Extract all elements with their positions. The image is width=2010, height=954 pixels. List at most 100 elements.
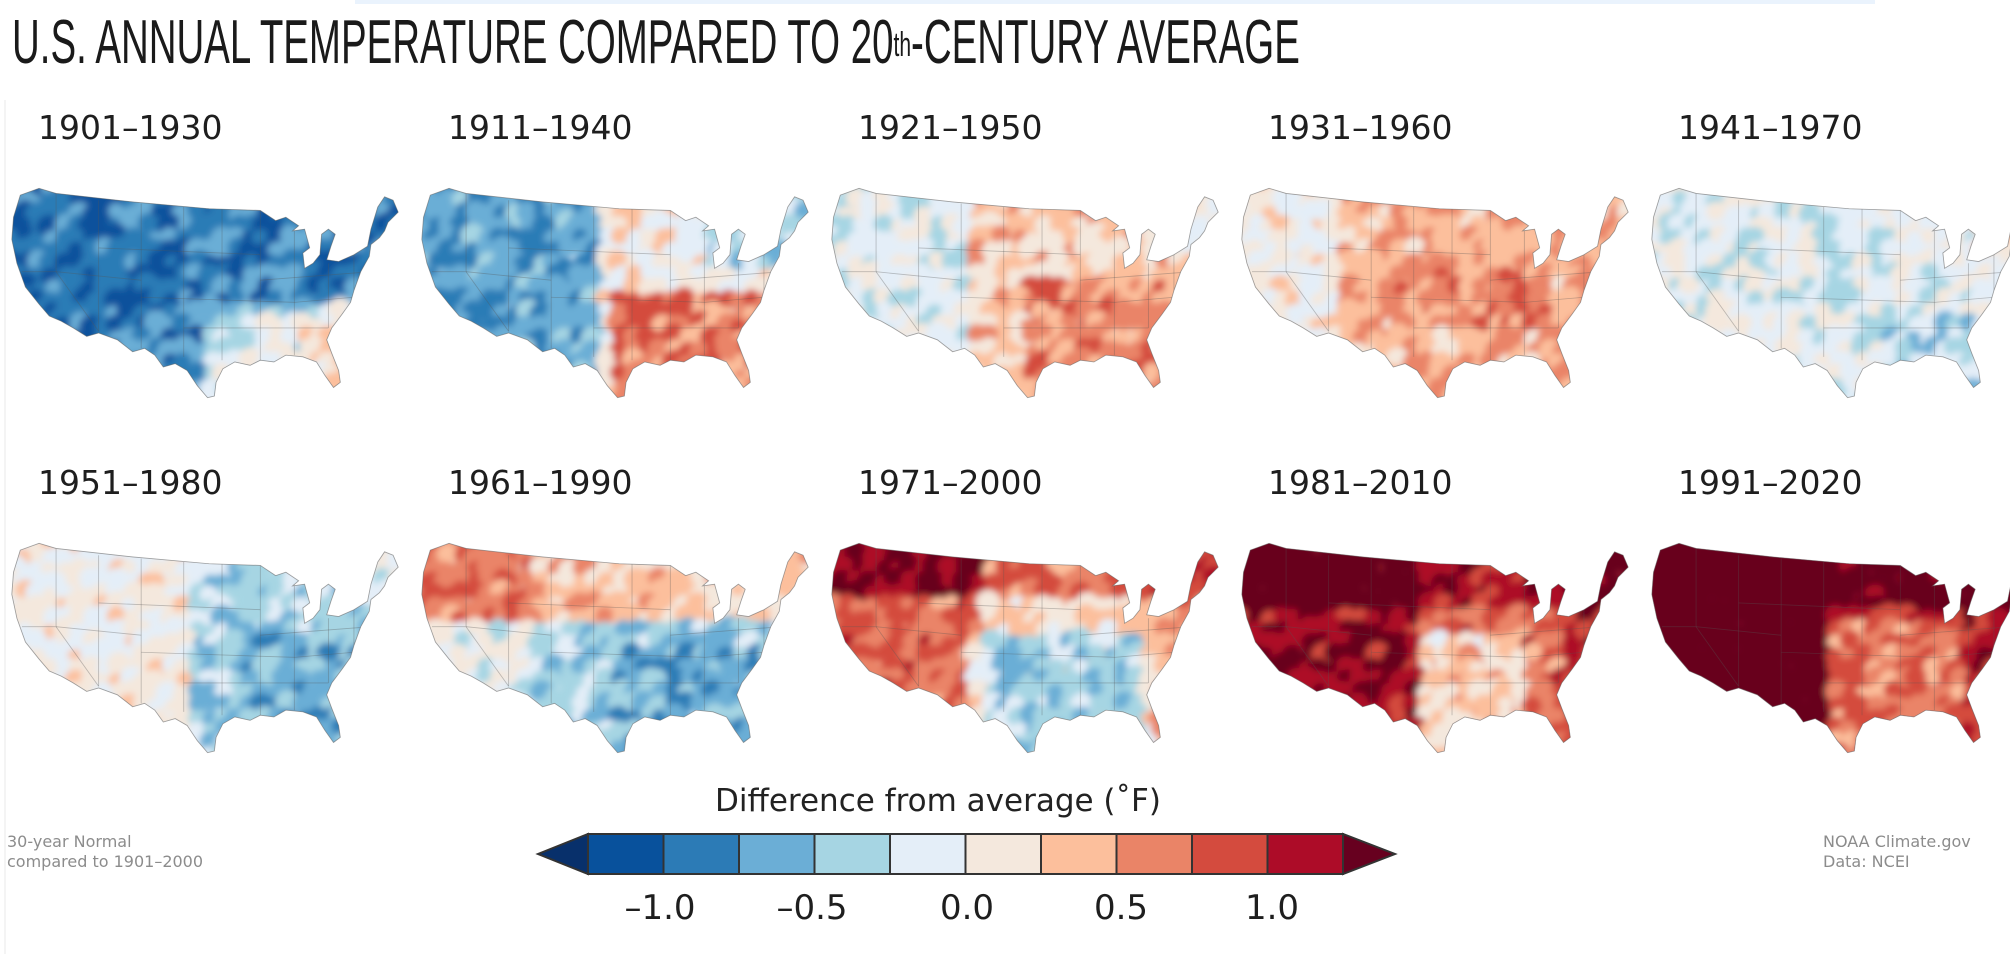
anomaly-cell: [1989, 299, 2010, 321]
anomaly-cell: [1705, 375, 1732, 398]
anomaly-cell: [58, 391, 74, 398]
anomaly-cell: [373, 645, 394, 666]
anomaly-cell: [1691, 337, 1713, 359]
anomaly-cell: [65, 731, 88, 753]
anomaly-cell: [940, 350, 958, 368]
anomaly-cell: [595, 188, 616, 209]
anomaly-cell: [1123, 716, 1145, 739]
anomaly-cell: [966, 679, 988, 700]
anomaly-cell: [2003, 218, 2010, 237]
anomaly-cell: [716, 188, 732, 196]
anomaly-cell: [792, 605, 809, 628]
anomaly-cell: [913, 733, 937, 753]
anomaly-cell: [1169, 374, 1189, 394]
anomaly-cell: [307, 566, 330, 588]
anomaly-cell: [49, 337, 75, 363]
anomaly-cell: [831, 354, 844, 372]
anomaly-cell: [1255, 329, 1279, 352]
anomaly-cell: [1994, 202, 2010, 228]
anomaly-cell: [1577, 554, 1601, 578]
anomaly-cell: [428, 387, 447, 398]
anomaly-cell: [1662, 377, 1688, 398]
anomaly-cell: [1615, 585, 1629, 601]
anomaly-cell: [119, 390, 144, 398]
state-border: [918, 602, 1081, 611]
anomaly-cell: [1775, 188, 1798, 197]
anomaly-cell: [1063, 544, 1081, 562]
anomaly-cell: [294, 555, 318, 579]
anomaly-cell: [1388, 188, 1412, 201]
anomaly-cell: [1046, 543, 1073, 558]
anomaly-cell: [1243, 658, 1263, 679]
anomaly-cell: [1539, 188, 1557, 195]
anomaly-cell: [1193, 239, 1219, 265]
anomaly-cell: [1072, 190, 1095, 213]
anomaly-cell: [291, 543, 316, 555]
anomaly-cell: [124, 353, 143, 371]
state-border: [918, 247, 1081, 256]
anomaly-cell: [133, 389, 158, 398]
anomaly-cell: [1471, 188, 1493, 202]
anomaly-cell: [1094, 719, 1120, 744]
anomaly-cell: [11, 300, 20, 321]
anomaly-cell: [1262, 694, 1278, 710]
anomaly-cell: [1614, 364, 1629, 385]
anomaly-cell: [11, 338, 24, 356]
anomaly-cell: [450, 326, 471, 347]
anomaly-cell: [211, 740, 235, 753]
anomaly-cell: [832, 720, 857, 745]
anomaly-cell: [1586, 348, 1608, 370]
anomaly-cell: [391, 393, 399, 398]
anomaly-cell: [1651, 389, 1664, 398]
anomaly-cell: [758, 317, 777, 336]
anomaly-field: [831, 188, 1219, 398]
anomaly-cell: [1603, 387, 1626, 398]
anomaly-cell: [744, 351, 764, 371]
anomaly-cell: [770, 292, 789, 311]
anomaly-cell: [877, 747, 893, 753]
anomaly-cell: [372, 660, 393, 681]
anomaly-cell: [860, 374, 881, 396]
anomaly-cell: [1271, 389, 1294, 398]
anomaly-cell: [795, 238, 809, 258]
anomaly-cell: [1082, 719, 1108, 745]
anomaly-cell: [240, 278, 258, 296]
anomaly-cell: [474, 386, 498, 398]
anomaly-cell: [1749, 188, 1772, 201]
anomaly-cell: [453, 388, 476, 398]
anomaly-cell: [560, 543, 582, 553]
anomaly-cell: [1341, 350, 1359, 369]
anomaly-cell: [1111, 379, 1132, 398]
anomaly-cell: [1035, 390, 1056, 398]
anomaly-cell: [254, 188, 277, 211]
anomaly-cell: [334, 667, 354, 687]
anomaly-cell: [375, 340, 393, 358]
anomaly-cell: [1200, 349, 1219, 375]
anomaly-cell: [1774, 365, 1794, 385]
anomaly-cell: [1604, 693, 1621, 710]
anomaly-cell: [1599, 582, 1623, 606]
anomaly-cell: [1179, 683, 1203, 707]
anomaly-cell: [1194, 377, 1218, 398]
anomaly-cell: [425, 363, 444, 382]
anomaly-cell: [579, 375, 603, 398]
anomaly-cell: [1296, 705, 1315, 725]
anomaly-cell: [1111, 190, 1134, 213]
anomaly-cell: [531, 188, 555, 198]
anomaly-cell: [1031, 191, 1050, 210]
anomaly-cell: [341, 583, 366, 608]
anomaly-cell: [1046, 543, 1067, 565]
state-border: [260, 626, 371, 636]
anomaly-cell: [97, 709, 117, 729]
anomaly-cell: [831, 739, 844, 753]
anomaly-cell: [664, 188, 690, 200]
anomaly-cell: [11, 707, 20, 724]
anomaly-cell: [1606, 313, 1624, 331]
anomaly-cell: [1564, 338, 1581, 355]
anomaly-cell: [1998, 274, 2010, 298]
anomaly-cell: [1196, 698, 1215, 717]
anomaly-cell: [650, 188, 671, 197]
anomaly-cell: [504, 373, 527, 395]
anomaly-cell: [426, 717, 445, 737]
anomaly-cell: [374, 680, 399, 705]
